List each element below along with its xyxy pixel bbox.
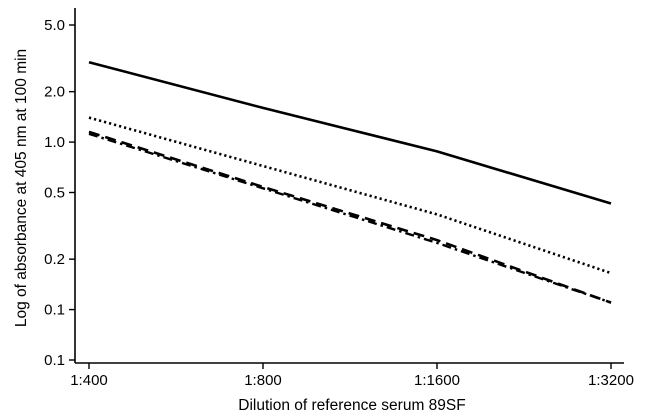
x-axis-title: Dilution of reference serum 89SF [238, 397, 465, 414]
y-tick-label: 1.0 [44, 134, 65, 151]
x-tick-label: 1:1600 [414, 372, 460, 389]
plot-area [74, 8, 624, 364]
y-tick-label: 0.1 [44, 302, 65, 319]
series-line-solid [88, 60, 612, 205]
y-tick-label: 0.2 [44, 251, 65, 268]
x-tick-label: 1:400 [70, 372, 108, 389]
x-tick-label: 1:800 [244, 372, 282, 389]
x-tick-label: 1:3200 [588, 372, 634, 389]
y-tick-label: 0.1 [44, 352, 65, 369]
series-layer [88, 60, 612, 304]
y-tick-label: 0.5 [44, 185, 65, 202]
y-axis-ticks: 5.0 2.0 1.0 0.5 0.2 0.1 0.1 [44, 17, 75, 369]
series-line-dotted [88, 116, 612, 275]
y-tick-label: 2.0 [44, 84, 65, 101]
y-axis-title: Log of absorbance at 405 nm at 100 min [13, 49, 30, 327]
x-axis-ticks: 1:400 1:800 1:1600 1:3200 [70, 363, 634, 389]
y-tick-label: 5.0 [44, 17, 65, 34]
series-line-dashed [88, 130, 612, 304]
series-line-dash-dot [88, 132, 612, 304]
